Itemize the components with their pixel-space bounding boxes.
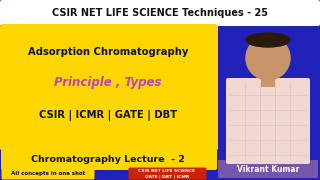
FancyBboxPatch shape bbox=[261, 75, 275, 87]
FancyBboxPatch shape bbox=[218, 160, 318, 178]
Text: All concepts in one shot: All concepts in one shot bbox=[11, 171, 85, 176]
FancyBboxPatch shape bbox=[0, 0, 320, 26]
Text: Principle , Types: Principle , Types bbox=[54, 75, 162, 89]
Text: Chromatography Lecture  - 2: Chromatography Lecture - 2 bbox=[31, 154, 185, 163]
Text: Vikrant Kumar: Vikrant Kumar bbox=[237, 165, 299, 174]
Text: CSIR NET LIFE SCIENCE Techniques - 25: CSIR NET LIFE SCIENCE Techniques - 25 bbox=[52, 8, 268, 18]
FancyBboxPatch shape bbox=[0, 24, 218, 151]
Text: CSIR | ICMR | GATE | DBT: CSIR | ICMR | GATE | DBT bbox=[39, 109, 177, 120]
Text: Adsorption Chromatography: Adsorption Chromatography bbox=[28, 47, 188, 57]
Text: CSIR NET LIFE SCIENCE
GATE | DBT | ICMR: CSIR NET LIFE SCIENCE GATE | DBT | ICMR bbox=[139, 169, 196, 178]
Circle shape bbox=[246, 36, 290, 80]
Ellipse shape bbox=[246, 33, 290, 47]
FancyBboxPatch shape bbox=[1, 148, 217, 170]
FancyBboxPatch shape bbox=[129, 168, 206, 179]
FancyBboxPatch shape bbox=[226, 78, 310, 164]
FancyBboxPatch shape bbox=[2, 168, 94, 179]
